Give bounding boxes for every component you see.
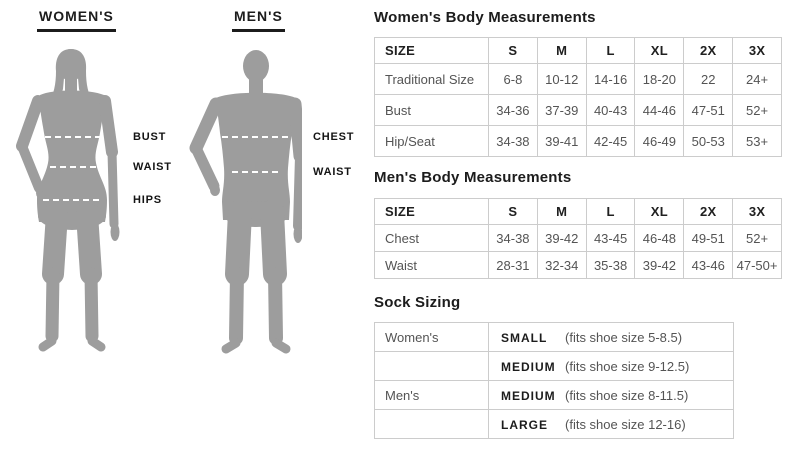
measurement-value: 49-51 [683,224,734,252]
column-header-xl: XL [634,198,685,225]
measurement-value: 39-42 [536,224,587,252]
mens-silhouette [189,50,302,354]
column-header-2x: 2X [683,37,734,64]
measurement-value: 53+ [732,125,782,157]
measurement-value: 34-36 [488,94,538,126]
measurement-value: 28-31 [488,251,538,279]
measurement-value: 10-12 [536,63,587,95]
mens-measurements-table: SIZE S M L XL 2X 3X Chest 34-38 39-42 43… [374,198,782,279]
column-header-l: L [585,198,636,225]
column-header-3x: 3X [732,198,782,225]
measurement-value: 39-42 [634,251,685,279]
sock-fits: (fits shoe size 12-16) [565,416,686,432]
column-header-m: M [536,37,587,64]
measurement-value: 40-43 [585,94,636,126]
measurement-value: 47-51 [683,94,734,126]
sock-row-mens-large: LARGE (fits shoe size 12-16) [374,409,734,439]
column-header-s: S [488,37,538,64]
sock-row-mens-medium: Men's MEDIUM (fits shoe size 8-11.5) [374,380,734,410]
measurement-value: 52+ [732,224,782,252]
measurement-value: 47-50+ [732,251,782,279]
measurement-value: 34-38 [488,125,538,157]
chest-label: CHEST [313,131,355,143]
measurement-value: 35-38 [585,251,636,279]
measurement-value: 24+ [732,63,782,95]
sock-size: MEDIUM [501,388,556,403]
bust-label: BUST [133,131,167,143]
measurement-value: 44-46 [634,94,685,126]
measurement-value: 39-41 [536,125,587,157]
waist-label-women: WAIST [133,161,172,173]
table-row-traditional-size: Traditional Size 6-8 10-12 14-16 18-20 2… [374,63,782,95]
sock-group-label: Men's [374,380,489,410]
table-row-waist: Waist 28-31 32-34 35-38 39-42 43-46 47-5… [374,251,782,279]
measurement-value: 14-16 [585,63,636,95]
sock-fits: (fits shoe size 5-8.5) [565,329,683,345]
womens-table-title: Women's Body Measurements [374,9,596,26]
row-label: Hip/Seat [374,125,489,157]
measurement-value: 32-34 [536,251,587,279]
waist-label-men: WAIST [313,166,352,178]
column-header-m: M [536,198,587,225]
sock-row-womens-medium: MEDIUM (fits shoe size 9-12.5) [374,351,734,381]
waist-measurement-line-women [50,166,100,168]
column-header-size: SIZE [374,37,489,64]
table-row-hip-seat: Hip/Seat 34-38 39-41 42-45 46-49 50-53 5… [374,125,782,157]
row-label: Traditional Size [374,63,489,95]
row-label: Chest [374,224,489,252]
measurement-value: 22 [683,63,734,95]
sock-group-label [374,351,489,381]
sock-group-label [374,409,489,439]
sock-size-cell: LARGE (fits shoe size 12-16) [488,409,734,439]
measurement-value: 18-20 [634,63,685,95]
sock-size-cell: MEDIUM (fits shoe size 8-11.5) [488,380,734,410]
bust-measurement-line [45,136,100,138]
row-label: Bust [374,94,489,126]
sock-fits: (fits shoe size 9-12.5) [565,358,690,374]
measurement-value: 52+ [732,94,782,126]
measurement-value: 46-48 [634,224,685,252]
womens-measurements-table: SIZE S M L XL 2X 3X Traditional Size 6-8… [374,37,782,157]
table-row-bust: Bust 34-36 37-39 40-43 44-46 47-51 52+ [374,94,782,126]
hips-label: HIPS [133,194,162,206]
sock-size-cell: SMALL (fits shoe size 5-8.5) [488,322,734,352]
measurement-value: 34-38 [488,224,538,252]
sock-row-womens-small: Women's SMALL (fits shoe size 5-8.5) [374,322,734,352]
sock-size: MEDIUM [501,359,556,374]
column-header-size: SIZE [374,198,489,225]
sock-group-label: Women's [374,322,489,352]
column-header-2x: 2X [683,198,734,225]
measurement-value: 46-49 [634,125,685,157]
sock-size: LARGE [501,417,548,432]
sock-size-cell: MEDIUM (fits shoe size 9-12.5) [488,351,734,381]
womens-silhouette [16,49,120,352]
mens-table-title: Men's Body Measurements [374,169,572,186]
measurement-value: 37-39 [536,94,587,126]
sock-fits: (fits shoe size 8-11.5) [565,387,689,403]
measurement-value: 6-8 [488,63,538,95]
table-header-row: SIZE S M L XL 2X 3X [374,198,782,225]
measurement-value: 42-45 [585,125,636,157]
measurement-value: 43-46 [683,251,734,279]
column-header-s: S [488,198,538,225]
waist-measurement-line-men [232,171,282,173]
sock-sizing-title: Sock Sizing [374,294,461,311]
womens-figure-title: WOMEN'S [37,8,116,32]
column-header-3x: 3X [732,37,782,64]
measurement-value: 50-53 [683,125,734,157]
chest-measurement-line [222,136,288,138]
sock-sizing-table: Women's SMALL (fits shoe size 5-8.5) MEDI… [374,322,734,439]
column-header-xl: XL [634,37,685,64]
sock-size: SMALL [501,330,548,345]
hips-measurement-line [43,199,103,201]
table-row-chest: Chest 34-38 39-42 43-45 46-48 49-51 52+ [374,224,782,252]
row-label: Waist [374,251,489,279]
measurement-value: 43-45 [585,224,636,252]
column-header-l: L [585,37,636,64]
mens-figure-title: MEN'S [232,8,285,32]
table-header-row: SIZE S M L XL 2X 3X [374,37,782,64]
